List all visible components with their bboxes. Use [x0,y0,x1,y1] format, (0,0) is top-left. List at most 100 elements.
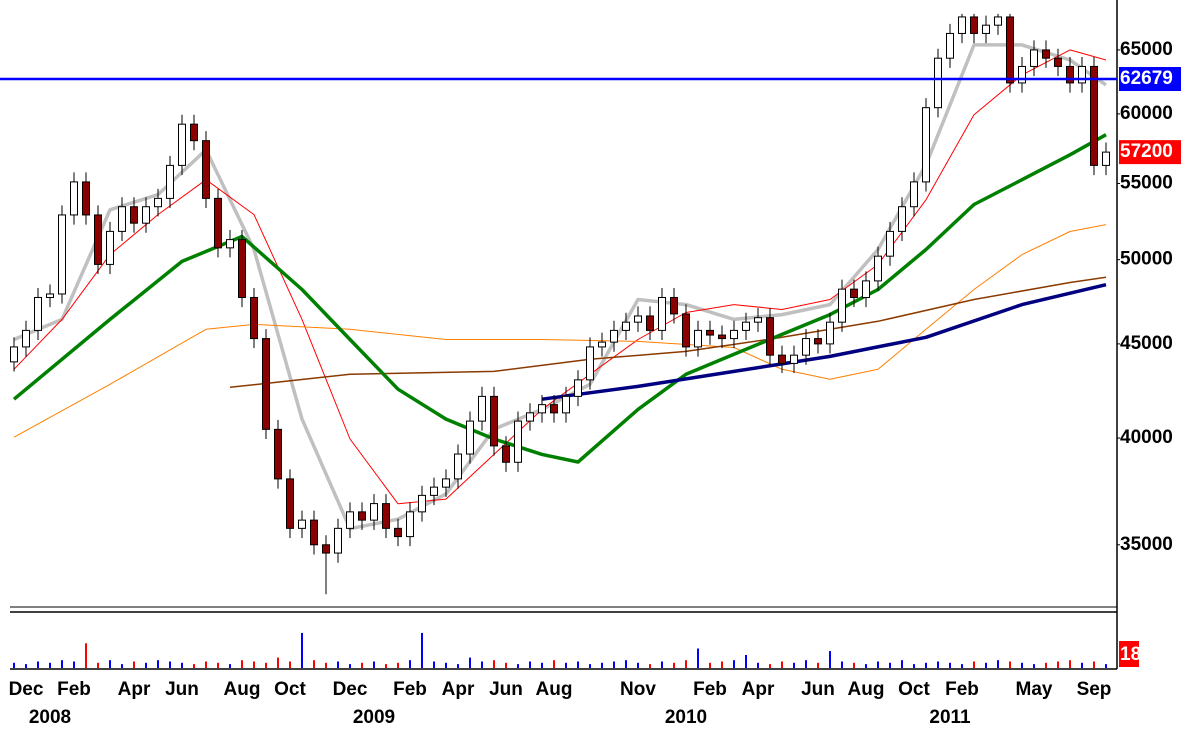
x-tick-label: Aug [848,679,885,700]
candle-body [166,164,174,199]
y-tick-label: 55000 [1120,172,1173,193]
candle-body [802,338,810,356]
y-tick-label: 40000 [1120,427,1173,448]
candle-body [478,395,486,422]
y-tick-label: 60000 [1120,103,1173,124]
candle-body [1042,49,1050,59]
candle-body [1066,65,1074,84]
candle-body [58,214,66,295]
candle-body [514,420,522,463]
candle-body [694,329,702,348]
candle-body [1090,65,1098,166]
candle-body [886,230,894,257]
candle-body [778,354,786,364]
x-year-label: 2011 [929,707,971,728]
candle-body [670,296,678,315]
x-tick-label: May [1016,679,1053,700]
x-tick-label: Jun [165,679,199,700]
candle-body [946,32,954,59]
candle-body [202,140,210,199]
candle-body [274,428,282,480]
x-tick-label: Sep [1077,679,1112,700]
candle-body [10,346,18,363]
candle-body [874,255,882,282]
x-tick-label: Apr [118,679,151,700]
candle-body [106,230,114,265]
candle-body [178,123,186,166]
candle-body [958,16,966,34]
candle-body [334,527,342,554]
candle-body [898,206,906,232]
candle-body [1078,65,1086,84]
candle-body [742,321,750,331]
x-tick-label: Feb [393,679,427,700]
candle-body [406,511,414,538]
candle-body [46,293,54,298]
volume-tag: 18 [1120,644,1141,665]
x-tick-label: Oct [274,679,306,700]
candle-body [490,395,498,447]
candle-body [1102,151,1110,166]
candle-body [130,206,138,224]
candle-body [70,181,78,216]
candle-body [82,181,90,216]
x-year-label: 2008 [29,707,71,728]
candle-body [718,334,726,340]
candle-body [838,288,846,323]
candle-body [814,338,822,345]
candle-body [262,338,270,430]
candle-body [562,395,570,414]
candle-body [994,16,1002,26]
candle-body [850,288,858,298]
last-price-tag: 57200 [1120,141,1173,162]
moving-average [541,282,1107,401]
candle-body [358,511,366,521]
y-tick-label: 45000 [1120,333,1173,354]
candle-body [934,57,942,109]
candle-body [598,341,606,348]
y-tick-label: 35000 [1120,534,1173,555]
x-tick-label: Jun [801,679,835,700]
candle-body [1018,65,1026,84]
candle-body [754,317,762,323]
y-tick-label: 50000 [1120,249,1173,270]
candle-body [526,412,534,422]
candle-body [238,239,246,298]
candle-body [706,329,714,336]
candle-body [646,315,654,331]
x-tick-label: Feb [945,679,979,700]
candle-body [586,346,594,381]
moving-average [12,133,1107,464]
candle-body [502,445,510,463]
level-tag-box [1119,67,1181,92]
candle-body [454,453,462,480]
candle-body [394,527,402,538]
candle-body [862,280,870,298]
candle-body [322,544,330,554]
candle-body [682,313,690,348]
candle-body [34,296,42,331]
last-price-tag-box [1119,140,1181,165]
candle-body [550,404,558,414]
candle-body [790,354,798,364]
candle-body [154,197,162,208]
candle-body [298,519,306,529]
x-year-label: 2009 [353,707,395,728]
candle-body [418,494,426,513]
x-tick-label: Apr [742,679,775,700]
y-tick-label: 65000 [1120,39,1173,60]
candle-body [190,123,198,142]
candle-body [1054,57,1062,67]
x-tick-label: Feb [693,679,727,700]
candle-body [382,503,390,529]
candle-body [910,181,918,208]
candle-body [730,329,738,340]
candle-body [538,404,546,414]
candle-body [22,329,30,348]
candle-body [622,321,630,331]
x-tick-label: Dec [9,679,44,700]
candle-body [214,197,222,249]
candle-body [922,107,930,183]
